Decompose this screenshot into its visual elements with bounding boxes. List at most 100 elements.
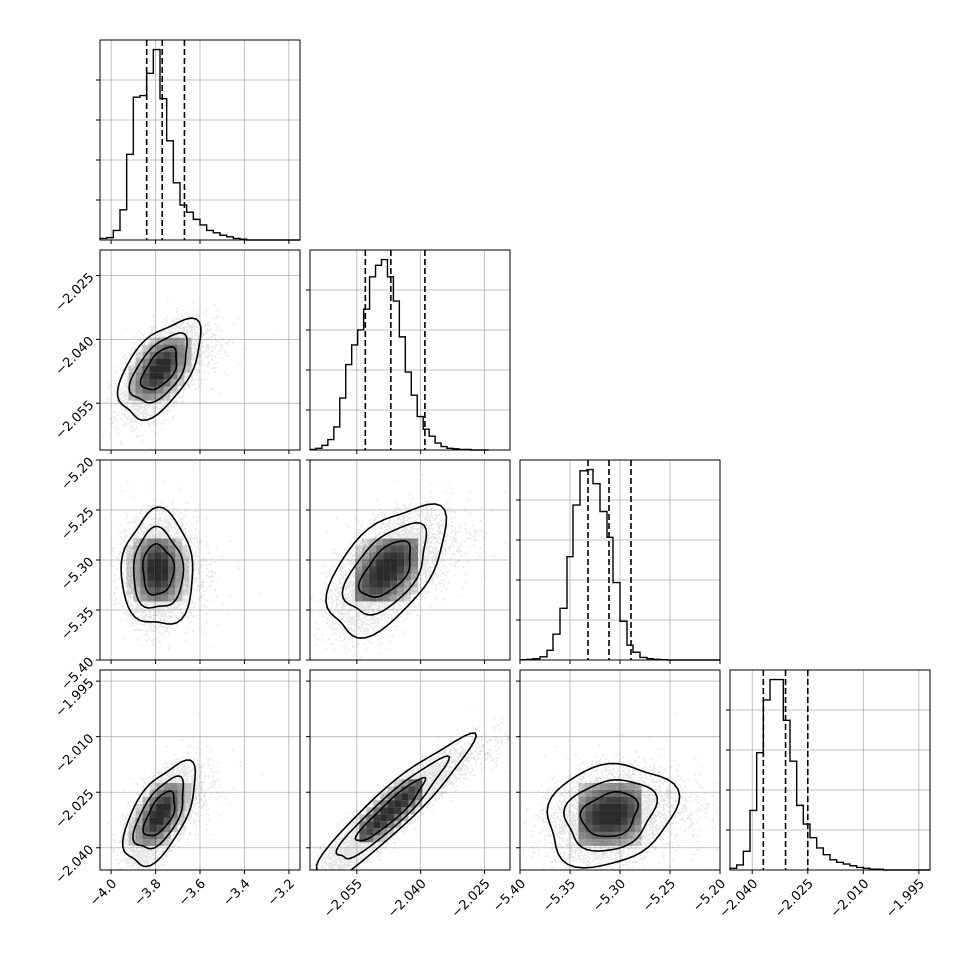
density-cell	[599, 838, 607, 846]
x-tick-label: −5.25	[640, 876, 679, 915]
density-cell	[606, 817, 614, 825]
density-cell	[156, 831, 164, 839]
density-cell	[387, 814, 395, 822]
density-cell	[620, 824, 628, 832]
density-cell	[620, 803, 628, 811]
density-cell	[135, 831, 143, 839]
density-cell	[140, 545, 148, 553]
x-tick-label: −3.4	[221, 876, 254, 909]
density-cell	[161, 573, 169, 581]
histogram-step-1	[309, 258, 489, 451]
density-cell	[161, 566, 169, 574]
density-cell	[126, 552, 134, 560]
grid-lines	[100, 460, 300, 660]
density-cell	[383, 538, 391, 546]
density-cell	[154, 587, 162, 595]
density-cell	[168, 594, 176, 602]
density-cell	[606, 796, 614, 804]
density-cell	[140, 587, 148, 595]
density-cell	[147, 566, 155, 574]
panel-frame	[309, 249, 511, 451]
density-cell	[156, 344, 164, 352]
density-cell	[154, 538, 162, 546]
histogram-step-3	[729, 678, 930, 871]
density-cell	[147, 594, 155, 602]
density-cell	[380, 800, 388, 808]
x-tick-label: −3.8	[132, 876, 165, 909]
density-cell	[373, 828, 381, 836]
density-cell	[142, 803, 150, 811]
density-cell	[163, 782, 171, 790]
density-cell	[140, 538, 148, 546]
density-cell	[373, 835, 381, 843]
density-cell	[362, 587, 370, 595]
density-cell	[168, 573, 176, 581]
density-cell	[599, 824, 607, 832]
scatter-cloud	[522, 712, 719, 870]
density-cell	[387, 800, 395, 808]
joint-content	[310, 705, 510, 870]
density-cell	[163, 337, 171, 345]
density-cell	[163, 796, 171, 804]
density-cell	[149, 782, 157, 790]
density-cell	[163, 838, 171, 846]
density-cell	[397, 538, 405, 546]
density-blocks	[126, 538, 190, 602]
density-blocks	[128, 337, 192, 401]
contour-level-1	[562, 778, 659, 852]
density-cell	[369, 545, 377, 553]
density-cell	[163, 824, 171, 832]
density-cell	[175, 559, 183, 567]
density-cell	[355, 587, 363, 595]
density-cell	[175, 538, 183, 546]
density-cell	[161, 538, 169, 546]
density-cell	[362, 545, 370, 553]
contours	[325, 503, 448, 639]
joint-content	[522, 712, 719, 870]
density-cell	[142, 386, 150, 394]
histogram-panel-0	[96, 39, 301, 244]
density-cell	[149, 824, 157, 832]
density-cell	[154, 580, 162, 588]
density-cell	[592, 824, 600, 832]
density-cell	[355, 573, 363, 581]
density-cell	[184, 782, 192, 790]
density-cell	[613, 817, 621, 825]
density-cell	[126, 580, 134, 588]
density-cell	[606, 782, 614, 790]
density-cell	[634, 831, 642, 839]
density-cell	[156, 379, 164, 387]
x-tick-label: −2.010	[828, 876, 873, 921]
density-cell	[184, 803, 192, 811]
density-cell	[182, 580, 190, 588]
density-cell	[135, 358, 143, 366]
density-cell	[182, 545, 190, 553]
density-cell	[613, 824, 621, 832]
density-cell	[369, 594, 377, 602]
density-cell	[182, 587, 190, 595]
density-cell	[161, 545, 169, 553]
x-tick-label: −2.025	[772, 876, 817, 921]
density-cell	[606, 810, 614, 818]
density-cell	[376, 573, 384, 581]
density-cell	[175, 552, 183, 560]
density-cell	[592, 817, 600, 825]
joint-panel-0-2	[96, 459, 301, 664]
density-cell	[163, 386, 171, 394]
density-cell	[578, 789, 586, 797]
density-cell	[170, 386, 178, 394]
density-cell	[397, 566, 405, 574]
histogram-panel-3	[726, 669, 931, 874]
density-cell	[397, 559, 405, 567]
contour-level-0	[139, 346, 178, 391]
density-cell	[175, 573, 183, 581]
density-cell	[156, 386, 164, 394]
contour-level-1	[132, 775, 185, 850]
x-tick-label: −1.995	[883, 876, 928, 921]
density-cell	[387, 828, 395, 836]
density-cell	[170, 337, 178, 345]
density-cell	[380, 828, 388, 836]
density-cell	[156, 817, 164, 825]
panel-frame	[309, 669, 511, 871]
density-cell	[411, 559, 419, 567]
